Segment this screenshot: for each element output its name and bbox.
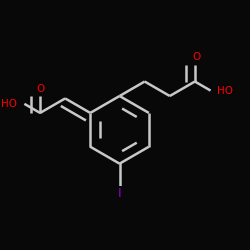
Text: HO: HO xyxy=(1,99,17,109)
Text: O: O xyxy=(36,84,44,94)
Text: HO: HO xyxy=(216,86,232,96)
Text: O: O xyxy=(192,52,200,62)
Text: I: I xyxy=(118,187,122,200)
